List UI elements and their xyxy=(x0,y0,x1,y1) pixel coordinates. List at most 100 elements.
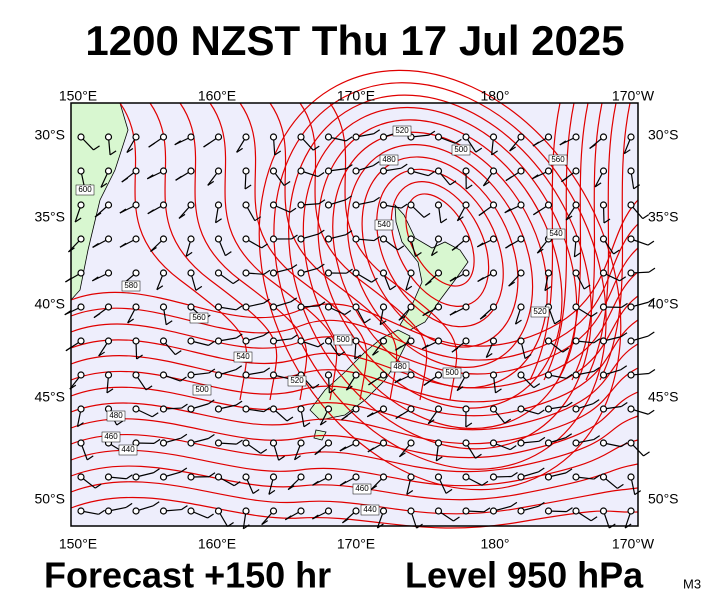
station xyxy=(243,236,249,242)
contour-label: 500 xyxy=(445,368,459,377)
station xyxy=(408,202,414,208)
station xyxy=(298,168,304,174)
station xyxy=(573,236,579,242)
station xyxy=(353,508,359,514)
station xyxy=(161,440,167,446)
station xyxy=(326,406,332,412)
station xyxy=(381,134,387,140)
station xyxy=(188,168,194,174)
lon-label-top: 150°E xyxy=(59,88,97,104)
lon-label-top: 180° xyxy=(481,88,510,104)
station xyxy=(216,202,222,208)
station xyxy=(628,202,634,208)
station xyxy=(326,304,332,310)
station xyxy=(463,202,469,208)
contour-label: 480 xyxy=(109,411,123,420)
station xyxy=(463,406,469,412)
station xyxy=(161,474,167,480)
station xyxy=(161,406,167,412)
station xyxy=(188,338,194,344)
station xyxy=(518,372,524,378)
contour-label: 500 xyxy=(195,385,209,394)
station xyxy=(243,338,249,344)
contour-label: 600 xyxy=(78,185,92,194)
station xyxy=(133,168,139,174)
station xyxy=(161,508,167,514)
station xyxy=(601,508,607,514)
station xyxy=(436,304,442,310)
station xyxy=(491,508,497,514)
station xyxy=(518,508,524,514)
station xyxy=(628,440,634,446)
lon-label-bottom: 170°E xyxy=(337,536,375,552)
station xyxy=(463,338,469,344)
station xyxy=(161,134,167,140)
station xyxy=(463,372,469,378)
contour-label: 540 xyxy=(377,220,391,229)
station xyxy=(271,202,277,208)
station xyxy=(271,304,277,310)
station xyxy=(601,134,607,140)
station xyxy=(298,508,304,514)
station xyxy=(106,372,112,378)
station xyxy=(106,270,112,276)
station xyxy=(518,474,524,480)
station xyxy=(326,474,332,480)
station xyxy=(106,168,112,174)
station xyxy=(491,474,497,480)
station xyxy=(463,168,469,174)
station xyxy=(381,440,387,446)
station xyxy=(546,168,552,174)
station xyxy=(408,440,414,446)
station xyxy=(161,304,167,310)
station xyxy=(381,304,387,310)
station xyxy=(518,338,524,344)
contour-label: 500 xyxy=(336,335,350,344)
station xyxy=(463,236,469,242)
station xyxy=(243,202,249,208)
station xyxy=(628,134,634,140)
station xyxy=(628,270,634,276)
station xyxy=(326,168,332,174)
barb-feather xyxy=(648,332,654,336)
station xyxy=(518,270,524,276)
station xyxy=(271,270,277,276)
station xyxy=(546,406,552,412)
station xyxy=(436,202,442,208)
station xyxy=(381,372,387,378)
contour-label: 440 xyxy=(121,445,135,454)
station xyxy=(243,304,249,310)
station xyxy=(133,202,139,208)
station xyxy=(133,134,139,140)
contour-label: 460 xyxy=(104,432,118,441)
station xyxy=(491,372,497,378)
station xyxy=(78,270,84,276)
station xyxy=(573,338,579,344)
station xyxy=(78,508,84,514)
station xyxy=(216,406,222,412)
station xyxy=(601,202,607,208)
station xyxy=(188,474,194,480)
station xyxy=(408,372,414,378)
station xyxy=(243,372,249,378)
station xyxy=(326,134,332,140)
station xyxy=(518,440,524,446)
barb-feather xyxy=(648,241,654,245)
station xyxy=(78,440,84,446)
station xyxy=(518,202,524,208)
station xyxy=(326,440,332,446)
station xyxy=(353,304,359,310)
station xyxy=(408,236,414,242)
lat-label-left: 50°S xyxy=(34,491,65,507)
lat-label-left: 35°S xyxy=(34,209,65,225)
station xyxy=(491,304,497,310)
station xyxy=(573,372,579,378)
lon-label-bottom: 180° xyxy=(481,536,510,552)
station xyxy=(188,134,194,140)
contour-label: 460 xyxy=(355,484,369,493)
station xyxy=(326,236,332,242)
station xyxy=(628,406,634,412)
station xyxy=(216,134,222,140)
station xyxy=(106,236,112,242)
